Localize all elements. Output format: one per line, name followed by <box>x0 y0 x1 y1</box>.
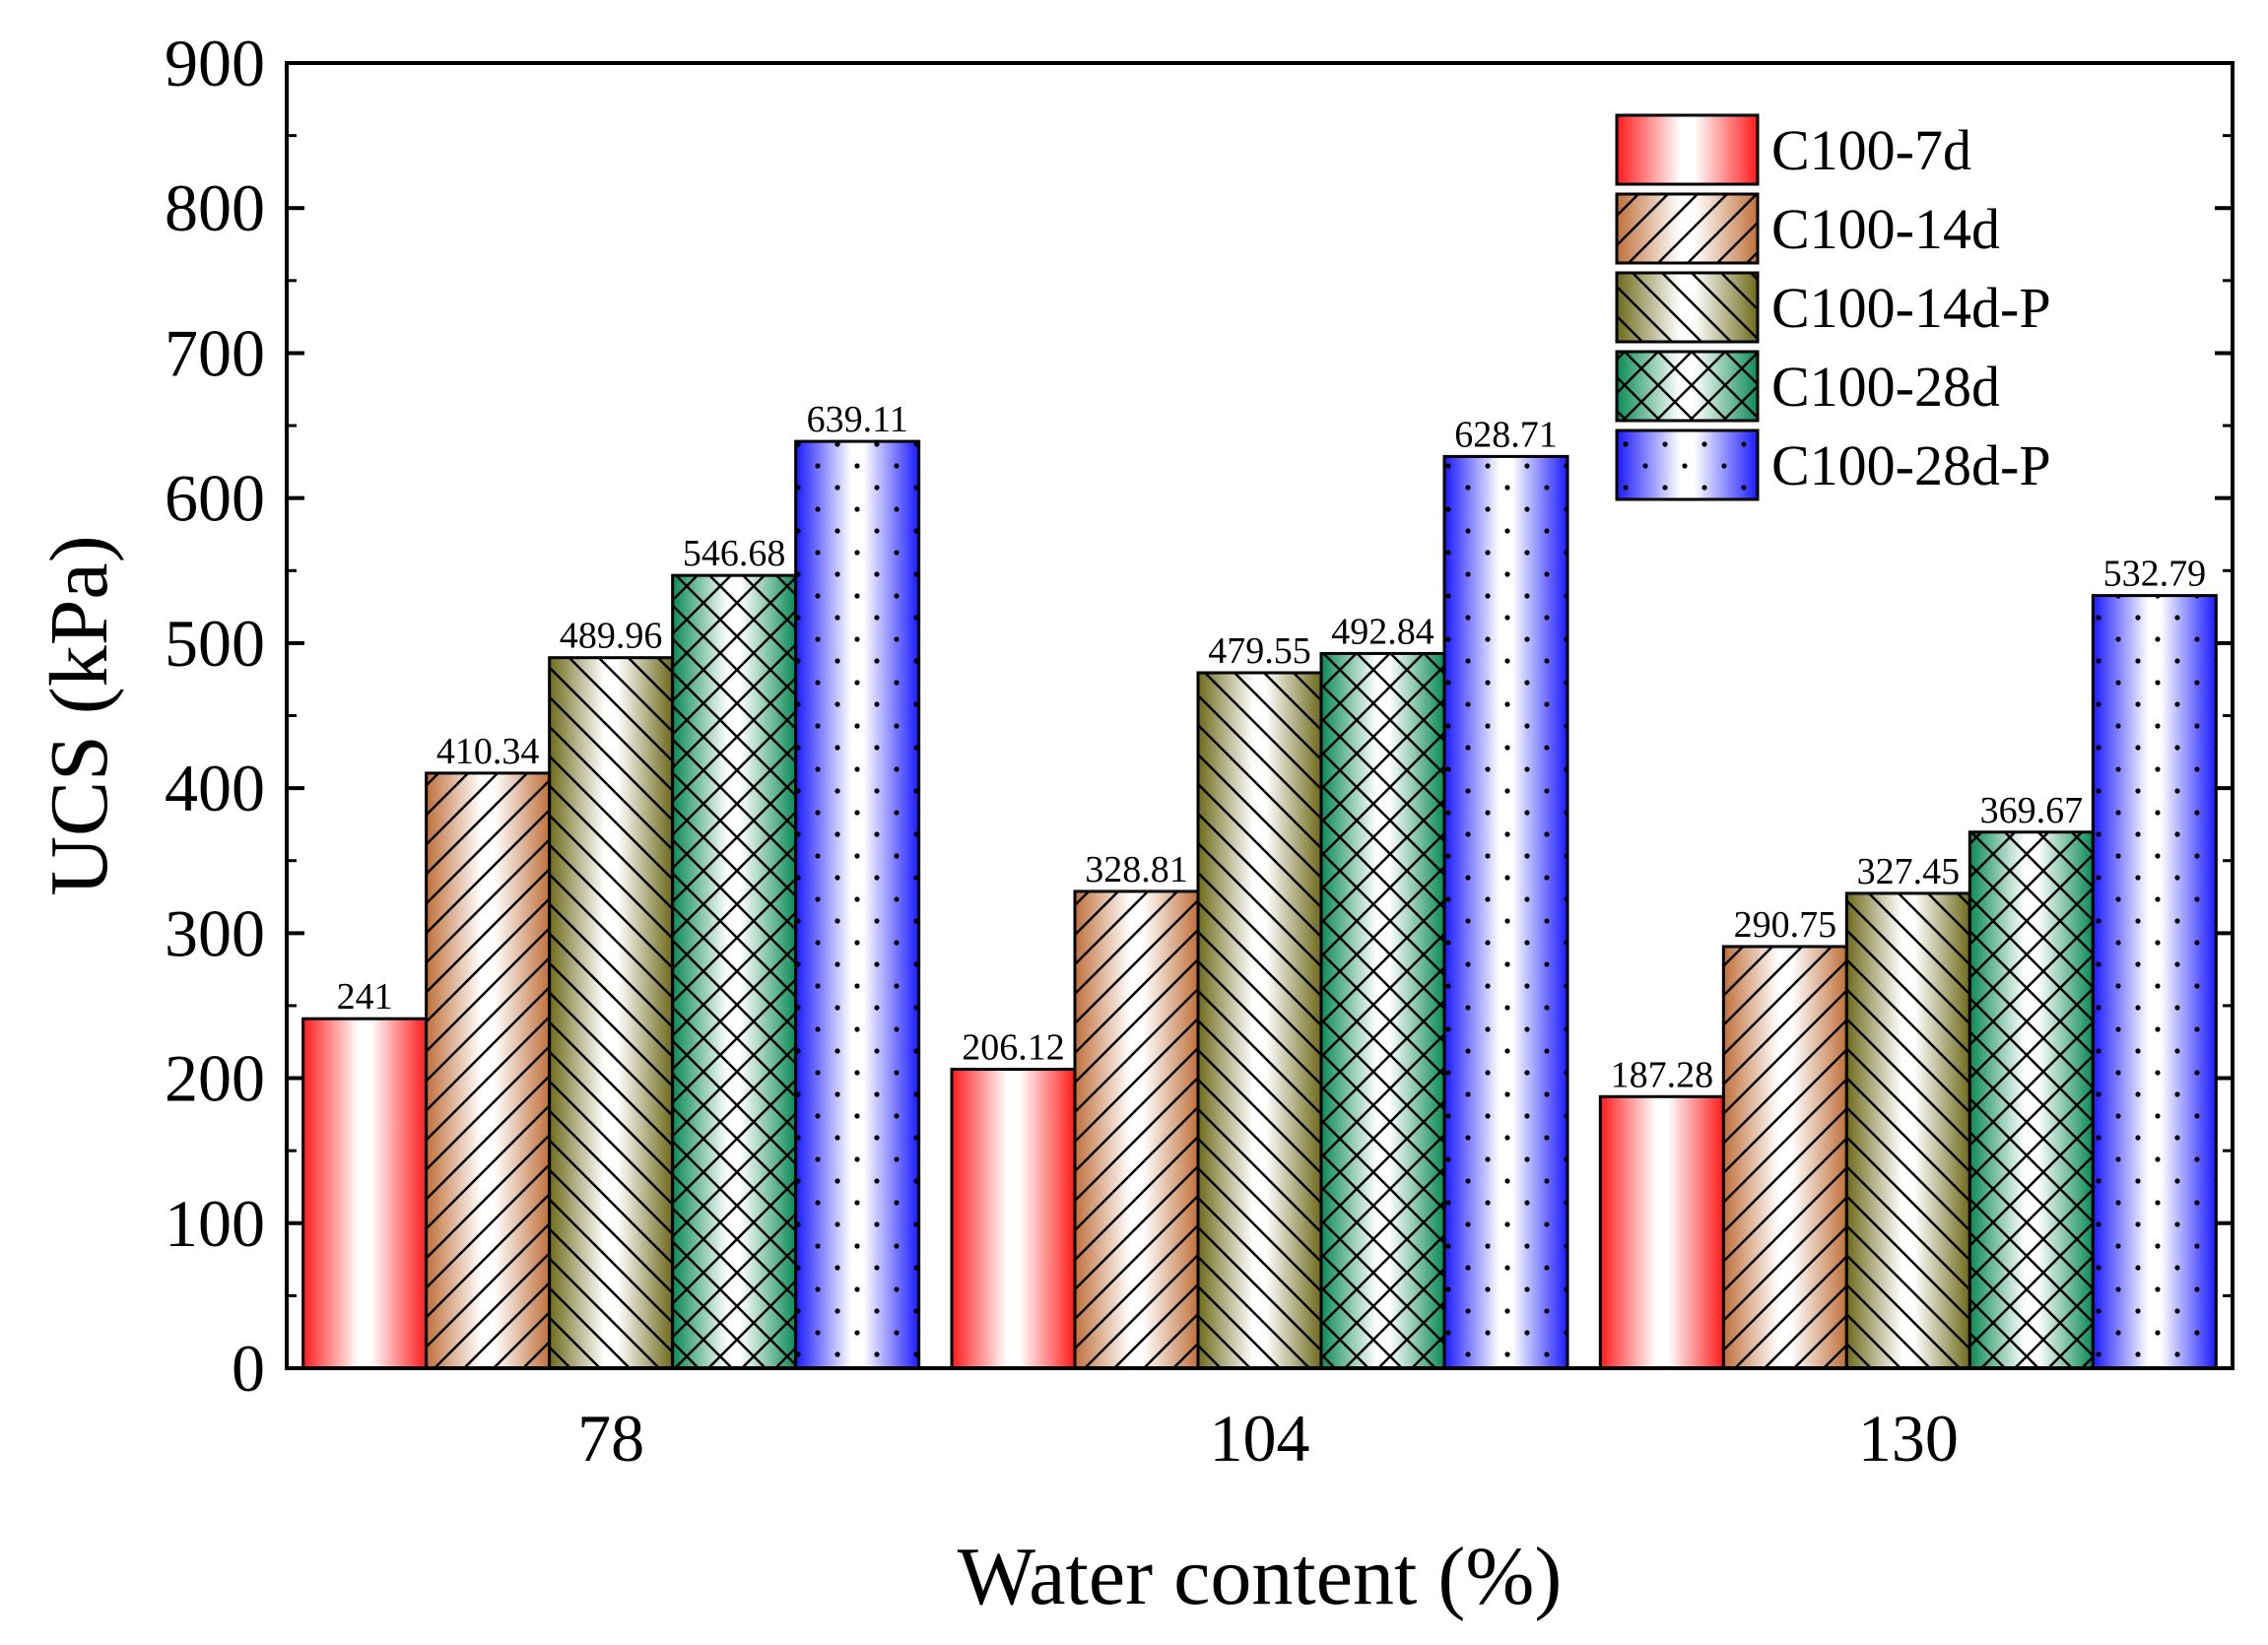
legend-item-C100-14d-P[interactable]: C100-14d-P <box>1615 271 2051 344</box>
data-label-C100-28d-78: 546.68 <box>683 533 786 574</box>
bar-pattern-C100-28d-P-78 <box>795 441 919 1369</box>
data-label-C100-28d-P-104: 628.71 <box>1454 414 1558 455</box>
legend-swatch-outline-C100-14d <box>1615 192 1760 265</box>
data-label-C100-7d-78: 241 <box>337 976 393 1018</box>
y-tick-label-500: 500 <box>165 606 265 681</box>
legend-swatch-outline-C100-7d <box>1615 113 1760 186</box>
legend-swatch-pattern-C100-28d-P <box>1617 430 1758 499</box>
axes-layer: 0 100 200 300 400 500 600 700 800 900 78 104 130 Wate… <box>33 26 2235 1622</box>
legend-label-C100-28d-P: C100-28d-P <box>1771 433 2051 497</box>
data-label-C100-7d-130: 187.28 <box>1611 1054 1714 1095</box>
data-label-C100-28d-P-78: 639.11 <box>807 399 908 440</box>
bar-pattern-C100-14d-P-78 <box>549 657 673 1368</box>
data-label-C100-14d-104: 328.81 <box>1085 849 1188 890</box>
bar-C100-7d-104[interactable] <box>952 1069 1075 1368</box>
y-tick-label-700: 700 <box>165 315 265 390</box>
legend-swatch-pattern-C100-14d <box>1617 194 1758 263</box>
data-label-C100-28d-104: 492.84 <box>1331 611 1434 652</box>
y-tick-label-0: 0 <box>232 1331 265 1406</box>
x-axis-title: Water content (%) <box>958 1531 1563 1622</box>
data-label-C100-28d-P-130: 532.79 <box>2103 554 2207 595</box>
x-tick-label-78: 78 <box>577 1401 644 1476</box>
legend-label-C100-14d: C100-14d <box>1771 197 2000 261</box>
legend-swatch-outline-C100-14d-P <box>1615 271 1760 344</box>
y-tick-label-800: 800 <box>165 170 265 245</box>
bar-pattern-C100-28d-130 <box>1969 831 2094 1368</box>
data-labels-layer: 241 410.34 489.96 546.68 639.11 206.12 328.81 4… <box>337 399 2206 1095</box>
data-label-C100-14d-P-78: 489.96 <box>560 616 663 657</box>
bar-C100-7d-130[interactable] <box>1600 1096 1724 1368</box>
legend: C100-7d C100-14d C100-14d-P C100-28d C100-28… <box>1615 113 2051 501</box>
legend-item-C100-28d-P[interactable]: C100-28d-P <box>1615 428 2051 501</box>
legend-item-C100-14d[interactable]: C100-14d <box>1615 192 2000 265</box>
x-tick-label-130: 130 <box>1858 1401 1959 1476</box>
bar-pattern-C100-14d-130 <box>1723 946 1847 1368</box>
legend-item-C100-7d[interactable]: C100-7d <box>1615 113 1971 186</box>
legend-swatch-pattern-C100-14d-P <box>1617 273 1758 342</box>
data-label-C100-28d-130: 369.67 <box>1980 790 2084 831</box>
data-label-C100-14d-P-130: 327.45 <box>1857 851 1961 892</box>
legend-label-C100-7d: C100-7d <box>1771 118 1971 182</box>
data-label-C100-14d-78: 410.34 <box>436 731 540 772</box>
bar-pattern-C100-28d-78 <box>672 575 796 1368</box>
x-tick-label-104: 104 <box>1210 1401 1310 1476</box>
bar-pattern-C100-14d-P-130 <box>1846 892 1970 1368</box>
y-tick-label-400: 400 <box>165 751 265 825</box>
bar-pattern-C100-28d-104 <box>1321 653 1444 1368</box>
legend-swatch-C100-7d <box>1617 115 1758 184</box>
y-tick-label-300: 300 <box>165 895 265 970</box>
legend-swatch-outline-C100-28d <box>1615 350 1760 423</box>
legend-label-C100-28d: C100-28d <box>1771 355 2000 419</box>
legend-label-C100-14d-P: C100-14d-P <box>1771 276 2051 340</box>
data-label-C100-14d-P-104: 479.55 <box>1208 630 1311 672</box>
y-tick-label-900: 900 <box>165 26 265 100</box>
bar-pattern-C100-14d-78 <box>426 772 550 1368</box>
legend-item-C100-28d[interactable]: C100-28d <box>1615 350 2000 423</box>
data-label-C100-14d-130: 290.75 <box>1734 904 1837 946</box>
y-tick-label-600: 600 <box>165 461 265 536</box>
bars-layer <box>301 439 2218 1370</box>
legend-swatch-outline-C100-28d-P <box>1615 428 1760 501</box>
y-tick-label-200: 200 <box>165 1041 265 1116</box>
bar-pattern-C100-14d-104 <box>1075 890 1198 1368</box>
y-axis-title: UCS (kPa) <box>33 535 125 895</box>
bar-pattern-C100-28d-P-130 <box>2093 595 2217 1368</box>
bar-pattern-C100-28d-P-104 <box>1444 456 1568 1368</box>
legend-swatch-pattern-C100-28d <box>1617 352 1758 421</box>
data-label-C100-7d-104: 206.12 <box>962 1027 1065 1069</box>
bar-pattern-C100-14d-P-104 <box>1198 672 1321 1368</box>
y-tick-label-100: 100 <box>165 1186 265 1261</box>
bar-C100-7d-78[interactable] <box>302 1019 427 1368</box>
